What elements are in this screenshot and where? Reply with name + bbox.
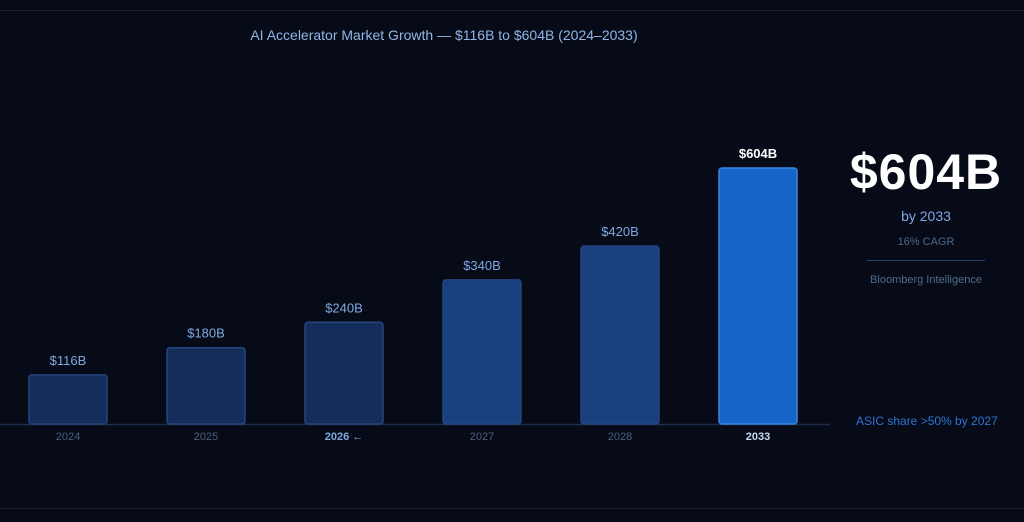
bar-2033 (718, 167, 798, 425)
value-label-2025: $180B (187, 326, 225, 341)
tick-label-2033: 2033 (746, 431, 770, 443)
summary-divider (867, 260, 985, 261)
top-divider (0, 10, 1024, 11)
source-label: Bloomberg Intelligence (870, 274, 982, 286)
value-label-2033: $604B (739, 146, 777, 161)
bar-chart: $116B 2024 $180B 2025 $240B 2026 ← $340B 2027 $4… (0, 146, 830, 443)
cagr-label: 16% CAGR (897, 236, 955, 248)
value-label-2027: $340B (463, 258, 501, 273)
tick-label-2024: 2024 (56, 431, 80, 443)
bar-2025 (166, 346, 246, 425)
bar-2027 (442, 279, 522, 425)
tick-label-2025: 2025 (194, 431, 218, 443)
tick-label-2026: 2026 ← (325, 431, 364, 443)
value-label-2028: $420B (601, 224, 639, 239)
asic-share-note: ASIC share >50% by 2027 (856, 414, 998, 428)
bar-2024 (28, 374, 108, 425)
bar-2026 (304, 321, 384, 425)
chart-title: AI Accelerator Market Growth — $116B to … (250, 27, 638, 43)
bar-2028 (580, 245, 660, 425)
headline-year: by 2033 (901, 208, 951, 224)
bottom-divider (0, 508, 1024, 509)
headline-value: $604B (849, 144, 1003, 200)
tick-label-2028: 2028 (608, 431, 632, 443)
tick-label-2027: 2027 (470, 431, 494, 443)
summary-panel: $604B by 2033 16% CAGR Bloomberg Intelli… (840, 140, 1012, 286)
value-label-2024: $116B (50, 353, 87, 368)
value-label-2026: $240B (325, 300, 363, 315)
